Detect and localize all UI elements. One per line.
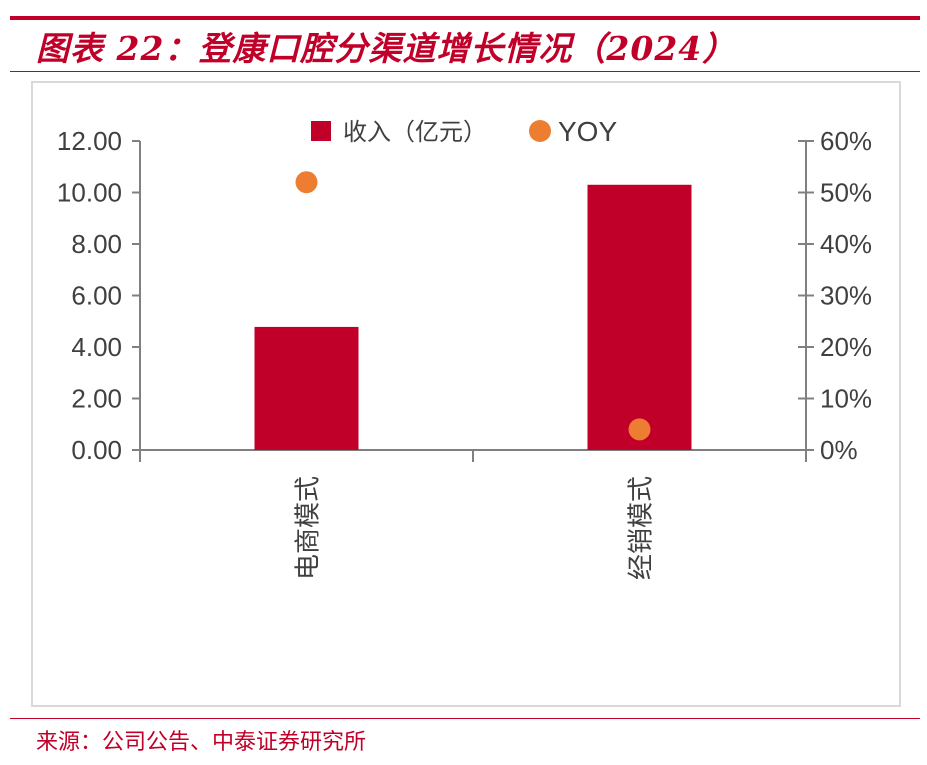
legend-label-bar: 收入（亿元） <box>343 118 487 146</box>
source-note: 来源：公司公告、中泰证券研究所 <box>36 730 367 755</box>
legend-label-dot: YOY <box>558 116 617 147</box>
y-tick-label-right: 60% <box>820 126 872 156</box>
chart-frame <box>31 81 901 707</box>
bar <box>587 184 692 450</box>
y-tick-label-right: 50% <box>820 178 872 208</box>
y-tick-label-right: 0% <box>820 435 858 465</box>
top-rule <box>10 16 920 20</box>
y-tick-label-right: 10% <box>820 384 872 414</box>
y-tick-label-left: 10.00 <box>57 178 122 208</box>
y-tick-label-right: 30% <box>820 281 872 311</box>
y-tick-label-left: 0.00 <box>71 435 122 465</box>
x-category-label: 经销模式 <box>627 476 657 580</box>
bottom-rule <box>10 718 920 719</box>
y-tick-label-right: 20% <box>820 332 872 362</box>
scatter-point <box>295 171 318 194</box>
title-rule <box>10 71 920 72</box>
scatter-point <box>628 418 651 441</box>
y-tick-label-left: 4.00 <box>71 332 122 362</box>
legend-swatch-bar <box>311 121 331 141</box>
y-tick-label-left: 12.00 <box>57 126 122 156</box>
x-category-label: 电商模式 <box>294 476 324 580</box>
y-tick-label-right: 40% <box>820 229 872 259</box>
y-tick-label-left: 6.00 <box>71 281 122 311</box>
y-tick-label-left: 2.00 <box>71 384 122 414</box>
chart-title: 图表 22：登康口腔分渠道增长情况（2024） <box>36 29 737 68</box>
legend-swatch-dot <box>529 120 551 142</box>
bar <box>254 326 359 450</box>
y-tick-label-left: 8.00 <box>71 229 122 259</box>
